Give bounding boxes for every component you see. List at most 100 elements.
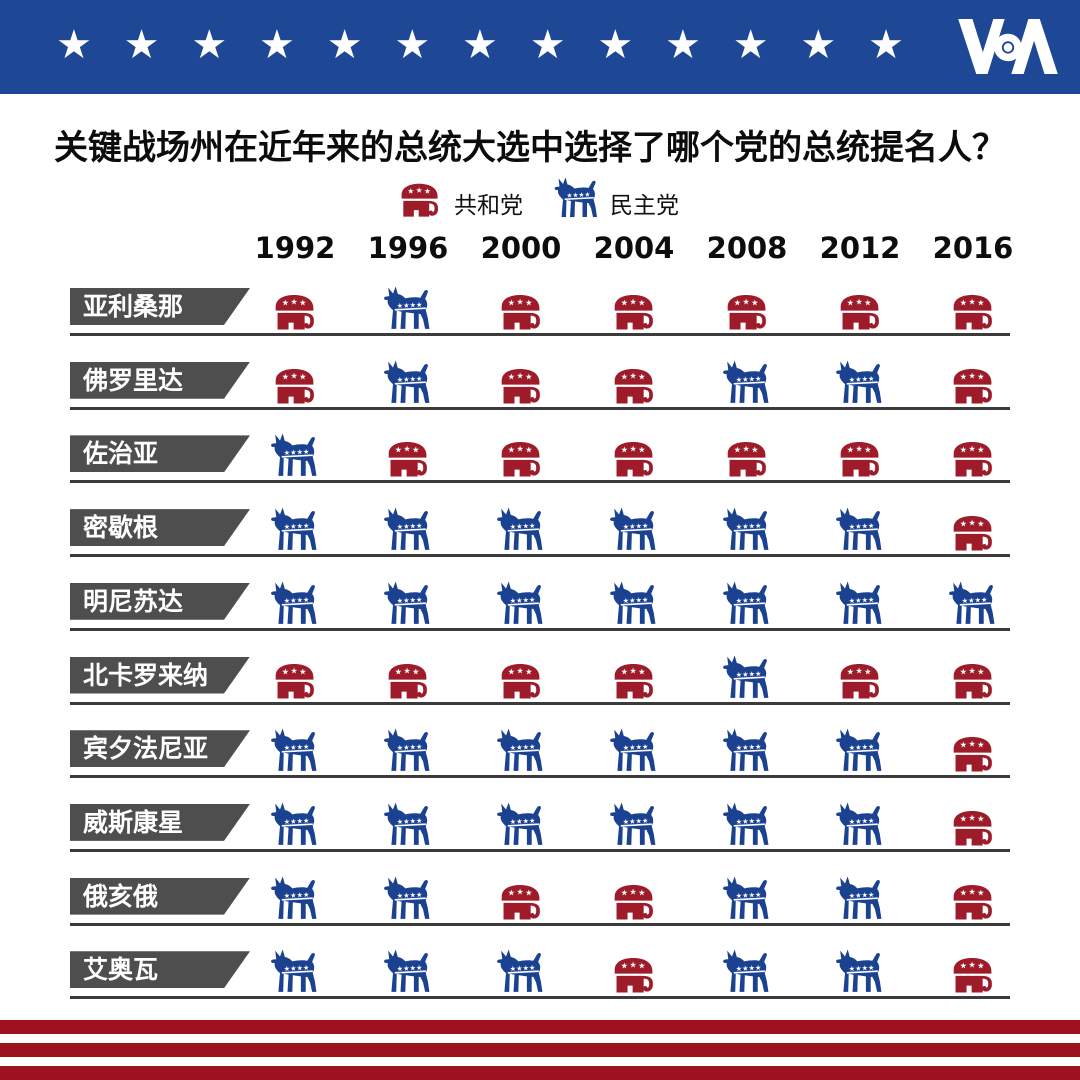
democrat-donkey-icon bbox=[720, 655, 774, 700]
republican-elephant-icon bbox=[498, 367, 544, 405]
row-line bbox=[70, 480, 1010, 484]
democrat-donkey-icon bbox=[833, 728, 887, 773]
republican-elephant-icon bbox=[611, 367, 657, 405]
democrat-donkey-icon bbox=[268, 507, 322, 552]
democrat-donkey-icon bbox=[607, 507, 661, 552]
republican-elephant-icon bbox=[950, 809, 996, 847]
year-header: 2012 bbox=[819, 231, 901, 265]
republican-elephant-icon bbox=[272, 293, 318, 331]
year-header: 1992 bbox=[254, 231, 336, 265]
democrat-donkey-icon bbox=[381, 876, 435, 921]
state-label: 明尼苏达 bbox=[70, 583, 250, 620]
republican-elephant-icon bbox=[950, 883, 996, 921]
state-label: 北卡罗来纳 bbox=[70, 657, 250, 694]
banner-stars-row: ★ ★ ★ ★ ★ ★ ★ ★ ★ ★ ★ ★ ★ bbox=[56, 22, 904, 68]
row-line bbox=[70, 701, 1010, 705]
republican-elephant-icon bbox=[724, 293, 770, 331]
democrat-donkey-icon bbox=[720, 802, 774, 847]
banner-star-icon: ★ bbox=[529, 22, 566, 68]
democrat-donkey-icon bbox=[381, 802, 435, 847]
banner-star-icon: ★ bbox=[191, 22, 228, 68]
democrat-donkey-icon bbox=[833, 876, 887, 921]
footer-stripes bbox=[0, 1020, 1080, 1080]
democrat-donkey-icon bbox=[268, 876, 322, 921]
banner-star-icon: ★ bbox=[597, 22, 634, 68]
democrat-donkey-icon bbox=[494, 581, 548, 626]
republican-elephant-icon bbox=[950, 662, 996, 700]
year-header: 2000 bbox=[480, 231, 562, 265]
row-line bbox=[70, 848, 1010, 852]
republican-elephant-icon bbox=[272, 367, 318, 405]
democrat-donkey-icon bbox=[381, 286, 435, 331]
row-line bbox=[70, 627, 1010, 631]
state-label: 密歇根 bbox=[70, 509, 250, 546]
democrat-donkey-icon bbox=[720, 581, 774, 626]
democrat-donkey-icon bbox=[607, 581, 661, 626]
democrat-donkey-icon bbox=[381, 507, 435, 552]
democrat-donkey-icon bbox=[494, 507, 548, 552]
banner-star-icon: ★ bbox=[326, 22, 363, 68]
page-title: 关键战场州在近年来的总统大选中选择了哪个党的总统提名人？ bbox=[54, 128, 1006, 168]
banner-star-icon: ★ bbox=[394, 22, 431, 68]
state-label: 威斯康星 bbox=[70, 804, 250, 841]
republican-elephant-icon bbox=[272, 662, 318, 700]
democrat-donkey-icon bbox=[720, 876, 774, 921]
banner-star-icon: ★ bbox=[56, 22, 92, 68]
democrat-donkey-icon bbox=[552, 177, 602, 219]
democrat-donkey-icon bbox=[833, 802, 887, 847]
democrat-donkey-icon bbox=[268, 728, 322, 773]
state-label: 佛罗里达 bbox=[70, 362, 250, 399]
democrat-donkey-icon bbox=[833, 581, 887, 626]
republican-elephant-icon bbox=[950, 956, 996, 994]
top-banner: ★ ★ ★ ★ ★ ★ ★ ★ ★ ★ ★ ★ ★ bbox=[0, 0, 1080, 94]
republican-elephant-icon bbox=[837, 293, 883, 331]
democrat-donkey-icon bbox=[268, 949, 322, 994]
republican-elephant-icon bbox=[498, 662, 544, 700]
republican-elephant-icon bbox=[498, 883, 544, 921]
democrat-donkey-icon bbox=[607, 728, 661, 773]
row-line bbox=[70, 333, 1010, 336]
democrat-donkey-icon bbox=[381, 728, 435, 773]
state-label: 宾夕法尼亚 bbox=[70, 730, 250, 767]
state-label: 艾奥瓦 bbox=[70, 951, 250, 988]
republican-elephant-icon bbox=[837, 440, 883, 478]
banner-star-icon: ★ bbox=[259, 22, 295, 68]
banner-star-icon: ★ bbox=[868, 22, 904, 68]
republican-elephant-icon bbox=[950, 367, 996, 405]
democrat-donkey-icon bbox=[381, 360, 435, 405]
legend-democrat-label: 民主党 bbox=[610, 193, 679, 219]
democrat-donkey-icon bbox=[720, 507, 774, 552]
republican-elephant-icon bbox=[950, 293, 996, 331]
republican-elephant-icon bbox=[950, 514, 996, 552]
republican-elephant-icon bbox=[611, 883, 657, 921]
republican-elephant-icon bbox=[611, 662, 657, 700]
banner-star-icon: ★ bbox=[800, 22, 837, 68]
democrat-donkey-icon bbox=[381, 581, 435, 626]
democrat-donkey-icon bbox=[607, 802, 661, 847]
republican-elephant-icon bbox=[498, 293, 544, 331]
banner-star-icon: ★ bbox=[462, 22, 498, 68]
banner-star-icon: ★ bbox=[732, 22, 769, 68]
banner-star-icon: ★ bbox=[665, 22, 701, 68]
democrat-donkey-icon bbox=[494, 802, 548, 847]
state-label: 佐治亚 bbox=[70, 435, 250, 472]
republican-elephant-icon bbox=[837, 662, 883, 700]
democrat-donkey-icon bbox=[720, 360, 774, 405]
democrat-donkey-icon bbox=[720, 728, 774, 773]
democrat-donkey-icon bbox=[268, 433, 322, 478]
democrat-donkey-icon bbox=[268, 802, 322, 847]
republican-elephant-icon bbox=[611, 293, 657, 331]
republican-elephant-icon bbox=[385, 662, 431, 700]
democrat-donkey-icon bbox=[946, 581, 1000, 626]
voa-logo bbox=[958, 19, 1058, 74]
republican-elephant-icon bbox=[950, 735, 996, 773]
democrat-donkey-icon bbox=[833, 360, 887, 405]
democrat-donkey-icon bbox=[494, 728, 548, 773]
row-line bbox=[70, 406, 1010, 410]
democrat-donkey-icon bbox=[720, 949, 774, 994]
year-header: 2016 bbox=[932, 231, 1014, 265]
row-line bbox=[70, 554, 1010, 558]
republican-elephant-icon bbox=[611, 440, 657, 478]
democrat-donkey-icon bbox=[494, 949, 548, 994]
